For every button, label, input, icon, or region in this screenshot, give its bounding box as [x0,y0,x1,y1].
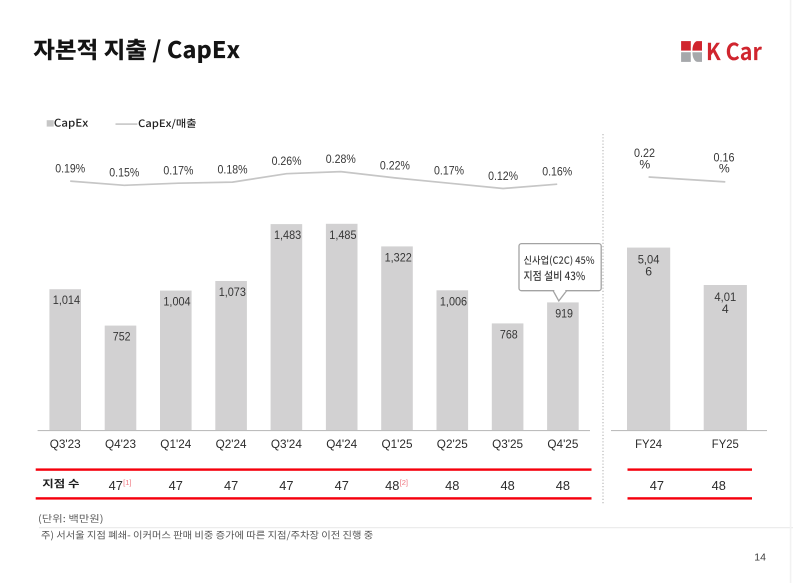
svg-text:5,04: 5,04 [638,253,660,267]
svg-text:1,073: 1,073 [219,285,246,299]
svg-text:1,006: 1,006 [440,294,467,308]
svg-text:Q1'24: Q1'24 [160,437,191,451]
svg-text:[2]: [2] [400,478,408,487]
svg-text:48: 48 [385,478,399,493]
svg-text:48: 48 [556,478,570,493]
svg-text:0.16%: 0.16% [542,165,572,179]
svg-text:0.22: 0.22 [634,146,655,160]
svg-text:[1]: [1] [123,478,131,487]
svg-text:Q1'25: Q1'25 [382,437,413,451]
svg-text:4: 4 [722,302,729,316]
svg-text:1,485: 1,485 [329,228,356,242]
svg-text:47: 47 [650,478,664,493]
svg-text:48: 48 [500,478,514,493]
svg-text:0.19%: 0.19% [55,162,85,176]
svg-text:48: 48 [445,478,459,493]
svg-text:14: 14 [754,551,766,563]
svg-text:1,004: 1,004 [163,295,190,309]
svg-text:Q2'24: Q2'24 [216,437,247,451]
svg-text:0.17%: 0.17% [434,164,464,178]
svg-text:Q3'23: Q3'23 [50,437,81,451]
svg-text:0.22%: 0.22% [380,158,410,172]
svg-text:0.18%: 0.18% [218,163,248,177]
svg-text:0.12%: 0.12% [488,169,518,183]
svg-text:6: 6 [645,265,652,279]
svg-text:1,322: 1,322 [385,250,412,264]
svg-text:47: 47 [335,478,349,493]
svg-text:%: % [719,162,730,176]
svg-text:0.15%: 0.15% [109,166,139,180]
svg-text:Q4'24: Q4'24 [326,437,357,451]
svg-text:Q4'23: Q4'23 [105,437,136,451]
svg-text:1,483: 1,483 [274,228,301,242]
svg-text:47: 47 [224,478,238,493]
svg-text:47: 47 [279,478,293,493]
svg-text:768: 768 [500,327,518,341]
svg-text:Q4'25: Q4'25 [547,437,578,451]
svg-text:FY25: FY25 [712,437,739,451]
svg-text:4,01: 4,01 [714,290,736,304]
svg-text:0.28%: 0.28% [326,152,356,166]
svg-text:Q3'24: Q3'24 [271,437,302,451]
svg-text:1,014: 1,014 [53,293,80,307]
svg-text:0.26%: 0.26% [272,154,302,168]
svg-text:47: 47 [169,478,183,493]
svg-text:Q2'25: Q2'25 [437,437,468,451]
svg-text:47: 47 [109,478,123,493]
svg-text:FY24: FY24 [635,437,662,451]
svg-text:752: 752 [113,330,131,344]
svg-text:%: % [639,157,650,171]
svg-text:919: 919 [555,306,573,320]
svg-text:0.17%: 0.17% [163,164,193,178]
svg-text:Q3'25: Q3'25 [492,437,523,451]
svg-text:0.16: 0.16 [714,150,735,164]
svg-text:48: 48 [712,478,726,493]
